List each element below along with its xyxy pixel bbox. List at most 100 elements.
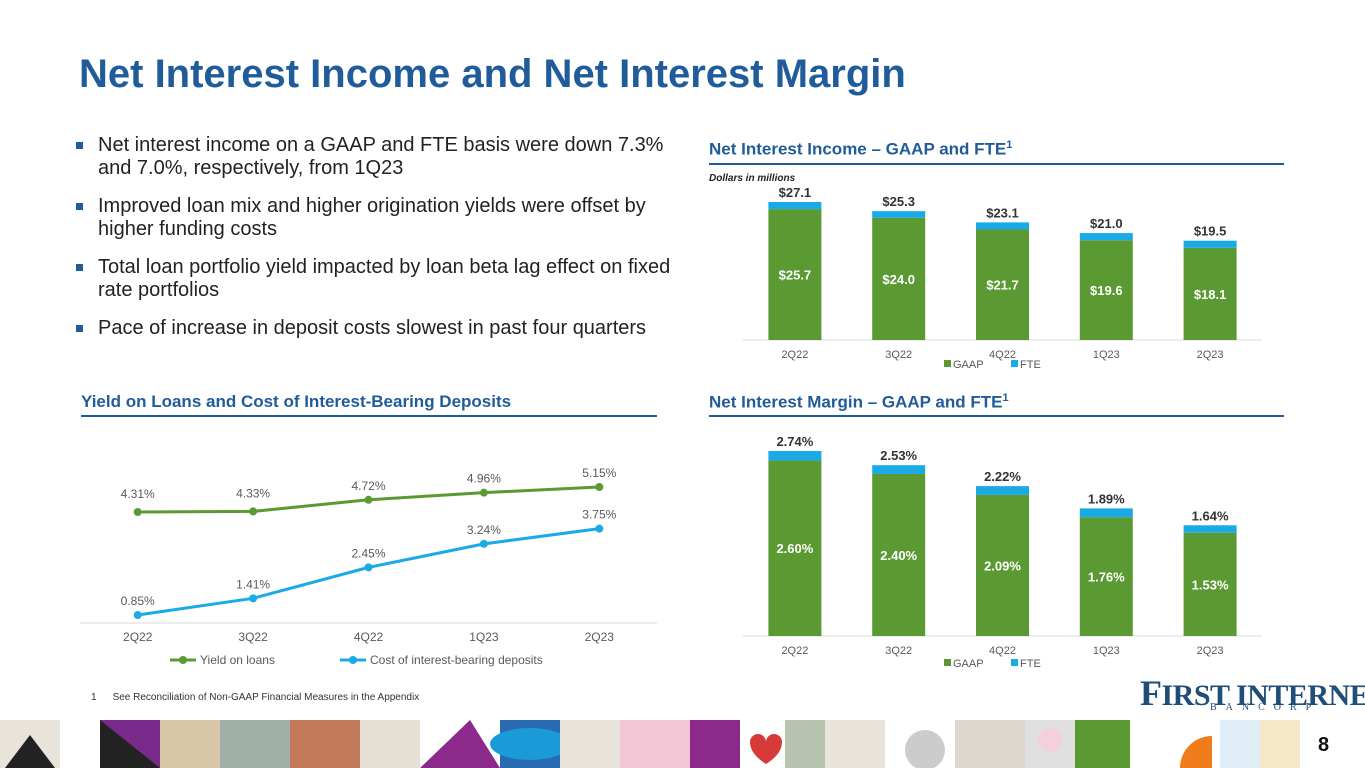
bullet-square-icon xyxy=(76,203,83,210)
nii-bar-fte xyxy=(872,211,926,218)
yield-data-label: 3.75% xyxy=(582,508,616,522)
nim-bar-fte xyxy=(1183,525,1237,533)
deco-tile xyxy=(100,720,160,768)
nii-bar-fte xyxy=(976,222,1029,230)
bullet-item: Net interest income on a GAAP and FTE ba… xyxy=(76,134,676,180)
yield-data-label: 4.31% xyxy=(121,487,155,501)
yield-point xyxy=(133,508,142,517)
nim-data-label: 2.60% xyxy=(776,541,813,556)
yield-tick-label: 2Q22 xyxy=(123,630,153,644)
footnote: 1 See Reconciliation of Non-GAAP Financia… xyxy=(91,692,435,703)
footnote-number: 1 xyxy=(91,692,97,703)
nim-total-label: 2.22% xyxy=(984,469,1021,484)
bullet-square-icon xyxy=(76,264,83,271)
nim-legend-label: FTE xyxy=(1020,658,1041,670)
nii-heading-text: Net Interest Income – GAAP and FTE xyxy=(709,139,1007,159)
nim-bar-fte xyxy=(976,486,1029,495)
nim-tick-label: 2Q23 xyxy=(1197,645,1224,657)
footnote-marker: 1 xyxy=(1006,139,1013,151)
nii-data-label: $24.0 xyxy=(882,272,915,287)
bullet-list: Net interest income on a GAAP and FTE ba… xyxy=(76,134,676,355)
nii-bar-gaap xyxy=(768,209,822,340)
nii-tick-label: 4Q22 xyxy=(989,349,1016,361)
deco-tile xyxy=(490,728,570,760)
nim-bar-gaap xyxy=(768,460,822,636)
deco-tile xyxy=(290,720,360,768)
nim-total-label: 2.74% xyxy=(776,434,813,449)
deco-tile xyxy=(1220,720,1260,768)
bullet-text: Total loan portfolio yield impacted by l… xyxy=(98,256,671,301)
nii-total-label: $19.5 xyxy=(1194,224,1227,239)
company-logo: FIRST INTERNET BANCORP xyxy=(1140,672,1365,716)
nii-bar-gaap xyxy=(1079,240,1133,340)
yield-point xyxy=(133,611,142,619)
units-note: Dollars in millions xyxy=(709,173,796,184)
yield-point xyxy=(249,594,258,603)
nii-bar-gaap xyxy=(872,217,926,340)
decorative-banner xyxy=(0,720,1300,768)
nii-heading-rule xyxy=(709,163,1284,165)
nii-legend-swatch xyxy=(944,360,951,367)
yield-section-heading: Yield on Loans and Cost of Interest-Bear… xyxy=(81,392,512,411)
logo-initial: F xyxy=(1140,673,1162,713)
nii-bar-gaap xyxy=(1183,247,1237,340)
yield-point xyxy=(595,524,604,533)
deco-tile xyxy=(955,720,1025,768)
deco-tile xyxy=(60,720,100,768)
nim-tick-label: 1Q23 xyxy=(1093,645,1120,657)
nim-tick-label: 2Q22 xyxy=(781,645,808,657)
nim-total-label: 1.89% xyxy=(1088,491,1125,506)
nii-bar-fte xyxy=(1183,240,1237,248)
deco-tile xyxy=(360,720,420,768)
nim-legend-swatch xyxy=(1011,659,1018,666)
nim-heading-rule xyxy=(709,415,1284,417)
yield-point xyxy=(479,488,488,497)
deco-tile xyxy=(160,720,220,768)
deco-tile xyxy=(620,720,690,768)
page-title: Net Interest Income and Net Interest Mar… xyxy=(79,52,906,96)
nii-tick-label: 2Q23 xyxy=(1197,349,1224,361)
nii-section-heading: Net Interest Income – GAAP and FTE1 xyxy=(709,139,1012,160)
yield-point xyxy=(364,563,373,572)
logo-wordmark: FIRST INTERNET xyxy=(1140,672,1365,714)
nim-data-label: 1.76% xyxy=(1088,570,1125,585)
nii-total-label: $21.0 xyxy=(1090,216,1123,231)
nii-tick-label: 2Q22 xyxy=(781,349,808,361)
yield-point xyxy=(364,495,373,504)
deco-tile xyxy=(1180,736,1212,768)
nii-total-label: $27.1 xyxy=(779,185,812,200)
deco-tile xyxy=(1130,720,1180,768)
nim-bar-fte xyxy=(768,451,822,461)
deco-tile xyxy=(420,720,500,768)
bullet-item: Total loan portfolio yield impacted by l… xyxy=(76,256,676,302)
nii-data-label: $18.1 xyxy=(1194,287,1227,302)
deco-tile xyxy=(220,720,290,768)
yield-data-label: 0.85% xyxy=(121,594,155,608)
bullet-square-icon xyxy=(76,142,83,149)
nim-data-label: 1.53% xyxy=(1192,577,1229,592)
nim-data-label: 2.40% xyxy=(880,548,917,563)
yield-tick-label: 3Q22 xyxy=(238,630,268,644)
logo-name: IRST INTERNET xyxy=(1161,679,1365,712)
nii-bar-gaap xyxy=(976,229,1029,340)
deco-tile xyxy=(560,720,620,768)
nii-data-label: $19.6 xyxy=(1090,283,1123,298)
deco-tile xyxy=(785,720,825,768)
deco-tile xyxy=(1075,720,1130,768)
page-number: 8 xyxy=(1318,734,1330,756)
bullet-text: Pace of increase in deposit costs slowes… xyxy=(98,317,647,339)
nii-total-label: $23.1 xyxy=(986,205,1019,220)
yield-point xyxy=(479,539,488,548)
nim-bar-fte xyxy=(872,465,926,474)
nii-legend-label: GAAP xyxy=(953,359,984,371)
nii-bar-fte xyxy=(1079,233,1133,241)
yield-point xyxy=(595,483,604,491)
yield-point xyxy=(249,507,258,516)
nim-total-label: 1.64% xyxy=(1192,508,1229,523)
yield-legend-label: Yield on loans xyxy=(200,653,275,667)
nim-data-label: 2.09% xyxy=(984,558,1021,573)
bullet-text: Net interest income on a GAAP and FTE ba… xyxy=(98,134,664,179)
bullet-item: Pace of increase in deposit costs slowes… xyxy=(76,317,676,340)
nim-tick-label: 4Q22 xyxy=(989,645,1016,657)
yield-series-line xyxy=(137,527,600,617)
